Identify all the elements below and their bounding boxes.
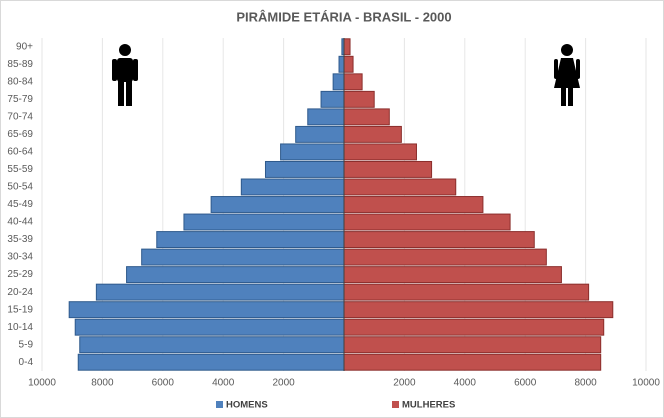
y-tick-label: 75-79 [7,94,33,105]
x-tick-label: 10000 [28,378,56,389]
x-tick-label: 10000 [632,378,660,389]
bar [126,266,345,284]
bar [295,125,345,143]
bar [95,283,345,301]
y-tick-label: 80-84 [7,76,33,87]
y-tick-label: 90+ [16,41,33,52]
x-tick-label: 2000 [393,378,416,389]
bar [280,143,345,161]
y-tick-label: 85-89 [7,59,33,70]
y-tick-label: 50-54 [7,182,33,193]
x-tick-label: 2000 [272,378,295,389]
y-tick-label: 65-69 [7,129,33,140]
male-icon [112,44,138,106]
bar [343,143,417,161]
y-tick-label: 25-29 [7,269,33,280]
y-tick-label: 35-39 [7,234,33,245]
bar [343,55,354,73]
bar [343,231,535,249]
bar [320,90,345,108]
y-tick-label: 10-14 [7,322,33,333]
bar [343,283,590,301]
y-tick-label: 45-49 [7,199,33,210]
y-tick-label: 15-19 [7,304,33,315]
bar [74,318,345,336]
y-tick-label: 70-74 [7,112,33,123]
x-tick-label: 8000 [574,378,597,389]
legend-swatch [216,401,223,408]
x-tick-label: 4000 [212,378,235,389]
bar [343,266,562,284]
bar [79,336,345,354]
bar [343,196,484,213]
bar [332,73,345,91]
bar [343,38,351,56]
bar [264,160,345,178]
bar [68,301,345,319]
bar [343,160,433,178]
legend-label: MULHERES [402,400,455,411]
bar [343,90,375,108]
bar [240,178,345,196]
bar [338,55,345,73]
bar [210,196,345,213]
bar [77,353,345,371]
y-tick-label: 0-4 [19,357,34,368]
bar [343,213,511,231]
bar [156,231,345,249]
bar [343,73,363,91]
female-icon [554,44,580,106]
x-tick-label: 8000 [91,378,114,389]
bar [183,213,345,231]
x-tick-label: 6000 [514,378,537,389]
y-tick-label: 5-9 [19,339,34,350]
y-tick-label: 60-64 [7,147,33,158]
legend-swatch [392,401,399,408]
bar [343,178,457,196]
bar [343,353,602,371]
y-tick-label: 20-24 [7,287,33,298]
x-tick-label: 4000 [454,378,477,389]
y-tick-label: 40-44 [7,217,33,228]
bar [343,108,390,126]
bar [343,125,402,143]
y-tick-label: 55-59 [7,164,33,175]
y-tick-label: 30-34 [7,252,33,263]
bar [141,248,345,266]
bar [343,318,605,336]
bar [343,248,547,266]
legend-label: HOMENS [226,400,268,411]
bar [343,301,614,319]
bar [343,336,602,354]
bar [307,108,345,126]
x-tick-label: 6000 [152,378,175,389]
chart-title: PIRÂMIDE ETÁRIA - BRASIL - 2000 [236,9,451,24]
